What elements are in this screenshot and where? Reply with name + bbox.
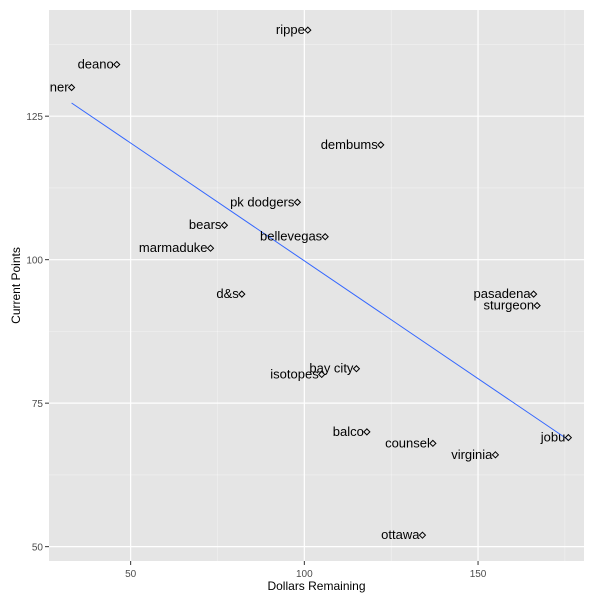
data-point	[304, 26, 312, 34]
x-tick-label: 150	[470, 569, 487, 580]
point-label: ottawa	[381, 527, 420, 542]
point-label: rippe	[276, 22, 305, 37]
data-point	[363, 428, 371, 436]
point-label: balco	[333, 424, 364, 439]
data-point	[238, 290, 246, 298]
trend-line	[71, 102, 569, 441]
data-point	[293, 198, 302, 206]
y-tick-label: 50	[32, 543, 44, 554]
y-axis-title: Current Points	[9, 247, 23, 324]
point-label: d&s	[216, 286, 239, 301]
point-label: bears	[189, 217, 222, 232]
data-point	[564, 433, 573, 442]
data-points	[67, 26, 573, 539]
point-label: isotopes	[270, 366, 319, 381]
point-label: pasadena	[474, 286, 532, 301]
data-point	[418, 531, 427, 539]
data-point	[429, 439, 437, 448]
data-point	[220, 221, 229, 229]
data-point	[377, 141, 385, 149]
data-point	[318, 370, 326, 379]
x-tick-label: 50	[125, 569, 137, 580]
x-axis-title: Dollars Remaining	[267, 579, 365, 593]
data-point	[529, 290, 538, 298]
point-label: pk dodgers	[230, 194, 295, 209]
point-label: deano	[78, 57, 114, 72]
major-gridlines	[49, 10, 584, 561]
x-tick-label: 100	[296, 569, 313, 580]
y-tick-label: 100	[26, 256, 43, 267]
point-label: virginia	[451, 447, 493, 462]
data-point	[533, 301, 541, 310]
point-label: bellevegas	[260, 229, 323, 244]
data-point	[113, 60, 121, 69]
y-tick-label: 125	[26, 112, 43, 123]
point-label: counsel	[385, 435, 430, 450]
trend-line-group	[71, 102, 569, 441]
data-point	[352, 365, 361, 373]
data-point	[206, 244, 215, 252]
data-point	[491, 451, 500, 459]
plot-panel	[49, 10, 584, 561]
y-axis-ticks: 50 75 100 125	[26, 112, 49, 554]
point-label: bay city	[309, 361, 354, 376]
minor-gridlines	[49, 10, 584, 561]
point-label: marmaduke	[139, 240, 208, 255]
data-point	[321, 233, 329, 241]
y-tick-label: 75	[32, 399, 44, 410]
point-label: jobu	[540, 430, 566, 445]
data-point	[67, 83, 76, 92]
point-labels: rippe deano ner dembums pk dodgers bears belle…	[50, 22, 566, 542]
x-axis-ticks: 50 100 150	[125, 561, 487, 580]
point-label: ner	[50, 79, 69, 94]
point-label: sturgeon	[484, 298, 535, 313]
point-label: dembums	[321, 137, 379, 152]
